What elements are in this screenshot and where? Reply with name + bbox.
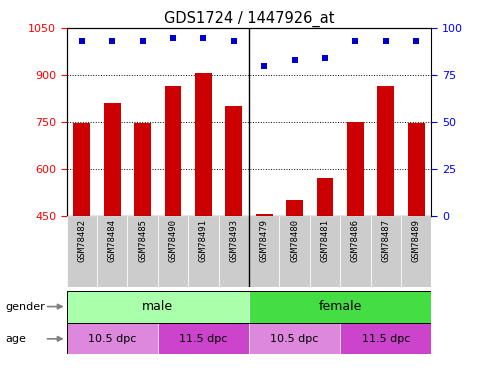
Text: GSM78484: GSM78484	[107, 219, 117, 262]
Bar	[158, 323, 249, 354]
Bar	[158, 216, 188, 287]
Bar	[134, 123, 151, 216]
Bar	[317, 178, 333, 216]
Text: GSM78489: GSM78489	[412, 219, 421, 262]
Text: 11.5 dpc: 11.5 dpc	[361, 334, 410, 344]
Text: GSM78490: GSM78490	[169, 219, 177, 262]
Bar	[256, 214, 273, 216]
Bar	[310, 216, 340, 287]
Bar	[165, 86, 181, 216]
Bar	[225, 106, 242, 216]
Bar	[218, 216, 249, 287]
Bar	[73, 123, 90, 216]
Text: 10.5 dpc: 10.5 dpc	[270, 334, 319, 344]
Text: GSM78485: GSM78485	[138, 219, 147, 262]
Bar	[188, 216, 218, 287]
Text: GSM78480: GSM78480	[290, 219, 299, 262]
Bar	[280, 216, 310, 287]
Text: GSM78479: GSM78479	[260, 219, 269, 262]
Text: GSM78487: GSM78487	[381, 219, 390, 262]
Bar	[378, 86, 394, 216]
Text: 10.5 dpc: 10.5 dpc	[88, 334, 137, 344]
Bar	[97, 216, 127, 287]
Text: age: age	[5, 334, 26, 344]
Text: male: male	[142, 300, 174, 313]
Bar	[67, 216, 97, 287]
Bar	[195, 74, 211, 216]
Text: GSM78482: GSM78482	[77, 219, 86, 262]
Bar	[249, 216, 280, 287]
Bar	[371, 216, 401, 287]
Bar	[286, 200, 303, 216]
Text: GSM78493: GSM78493	[229, 219, 238, 262]
Bar	[104, 103, 120, 216]
Title: GDS1724 / 1447926_at: GDS1724 / 1447926_at	[164, 10, 334, 27]
Bar	[347, 122, 364, 216]
Text: 11.5 dpc: 11.5 dpc	[179, 334, 228, 344]
Text: GSM78491: GSM78491	[199, 219, 208, 262]
Bar	[249, 291, 431, 322]
Text: GSM78486: GSM78486	[351, 219, 360, 262]
Text: GSM78481: GSM78481	[320, 219, 329, 262]
Bar	[408, 123, 424, 216]
Bar	[127, 216, 158, 287]
Bar	[249, 323, 340, 354]
Bar	[340, 216, 371, 287]
Text: female: female	[318, 300, 362, 313]
Text: gender: gender	[5, 302, 45, 312]
Bar	[401, 216, 431, 287]
Bar	[67, 323, 158, 354]
Bar	[340, 323, 431, 354]
Bar	[67, 291, 249, 322]
